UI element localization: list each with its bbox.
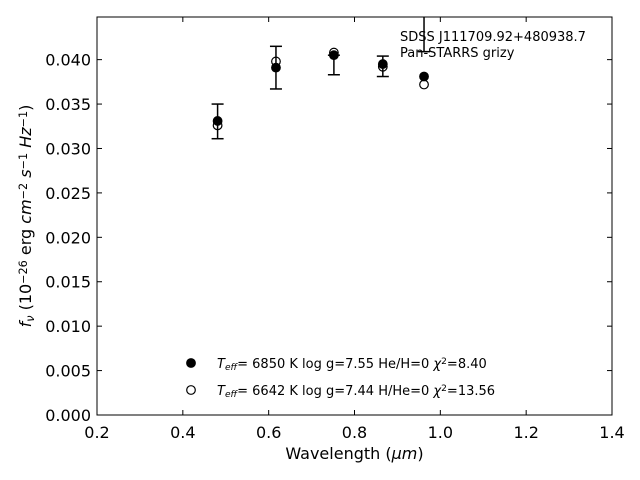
- y-tick-label: 0.005: [45, 362, 91, 381]
- text-part: χ: [432, 384, 442, 399]
- x-tick-label: 0.6: [256, 423, 281, 442]
- x-axis-label: Wavelength (μm): [285, 444, 423, 463]
- x-tick-label: 0.2: [84, 423, 109, 442]
- legend-marker: [186, 358, 196, 368]
- text-part: Hz: [16, 127, 35, 148]
- text-part: ν: [24, 316, 37, 322]
- text-part: Wavelength (: [285, 444, 391, 463]
- x-tick-label: 0.4: [170, 423, 195, 442]
- x-tick-label: 0.8: [342, 423, 367, 442]
- y-tick-label: 0.030: [45, 139, 91, 158]
- text-part: = 6850 K log g=7.55 He/H=0: [237, 357, 433, 372]
- text-part: f: [16, 319, 35, 327]
- y-tick-label: 0.035: [45, 95, 91, 114]
- x-tick-label: 1.0: [428, 423, 453, 442]
- legend-label: Teff= 6642 K log g=7.44 H/He=0 χ2=13.56: [217, 384, 495, 400]
- y-tick-label: 0.020: [45, 228, 91, 247]
- legend-label: Teff= 6850 K log g=7.55 He/H=0 χ2=8.40: [217, 357, 487, 373]
- text-part: 2: [441, 357, 447, 367]
- y-tick-label: 0.040: [45, 51, 91, 70]
- text-part: eff: [225, 390, 239, 400]
- text-part: 2: [441, 384, 447, 394]
- text-part: s: [16, 169, 35, 177]
- legend-marker: [186, 385, 196, 395]
- point: [377, 61, 388, 72]
- text-part: −1: [17, 111, 30, 128]
- text-part: erg: [16, 224, 35, 260]
- text-part: μm: [391, 444, 418, 463]
- point: [419, 71, 429, 82]
- text-part: ): [417, 444, 423, 463]
- annotation: Pan-STARRS grizy: [400, 46, 515, 61]
- point: [377, 59, 388, 69]
- point: [329, 50, 339, 61]
- y-tick-label: 0.010: [45, 317, 91, 336]
- text-part: χ: [432, 357, 442, 372]
- text-part: −2: [17, 183, 30, 200]
- y-tick-label: 0.015: [45, 273, 91, 292]
- text-part: =8.40: [447, 357, 487, 372]
- point: [212, 120, 223, 131]
- x-tick-label: 1.4: [599, 423, 624, 442]
- text-part: cm: [16, 199, 35, 223]
- text-part: T: [217, 357, 226, 372]
- text-part: (10: [16, 284, 35, 316]
- point: [329, 47, 339, 58]
- y-axis-label: fν (10−26 erg cm−2 s−1 Hz−1): [16, 105, 37, 328]
- text-part: ): [16, 105, 35, 111]
- text-part: =13.56: [447, 384, 495, 399]
- y-tick-label: 0.025: [45, 184, 91, 203]
- annotation: SDSS J111709.92+480938.7: [400, 30, 586, 45]
- y-tick-label: 0.000: [45, 406, 91, 425]
- text-part: eff: [225, 363, 239, 373]
- text-part: −26: [17, 260, 30, 284]
- plot-area: [211, 17, 431, 140]
- plot-frame: [96, 16, 613, 416]
- point: [419, 79, 429, 90]
- text-part: = 6642 K log g=7.44 H/He=0: [237, 384, 433, 399]
- text-part: −1: [17, 153, 30, 170]
- text-part: T: [217, 384, 226, 399]
- x-tick-label: 1.2: [513, 423, 538, 442]
- point: [271, 56, 281, 67]
